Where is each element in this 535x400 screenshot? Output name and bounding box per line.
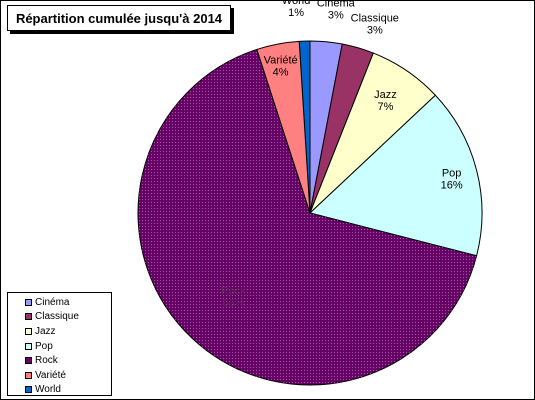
legend-label-rock: Rock <box>35 355 58 367</box>
slice-name-label-world: World <box>282 0 311 7</box>
slice-name-label-pop: Pop <box>442 168 462 180</box>
legend-label-cinema: Cinéma <box>35 296 70 308</box>
slice-value-label-classique: 3% <box>367 24 383 36</box>
legend-item-world: World <box>25 383 111 398</box>
legend-swatch-jazz <box>25 327 32 335</box>
slice-value-label-rock: 66% <box>222 297 244 309</box>
slice-name-label-variete: Variété <box>264 54 298 66</box>
legend-label-world: World <box>35 384 61 396</box>
slice-name-label-classique: Classique <box>351 12 399 24</box>
slice-value-label-jazz: 7% <box>377 101 393 113</box>
slice-value-label-cinema: 3% <box>328 10 344 22</box>
legend-swatch-cinema <box>25 298 32 306</box>
legend-label-jazz: Jazz <box>35 325 56 337</box>
slice-value-label-pop: 16% <box>441 180 463 192</box>
chart-title-box: Répartition cumulée jusqu'à 2014 <box>7 5 231 31</box>
legend-swatch-rock <box>25 357 32 365</box>
legend-item-cinema: Cinéma <box>25 295 111 310</box>
legend-item-rock: Rock <box>25 353 111 368</box>
legend-label-variete: Variété <box>35 369 66 381</box>
chart-title: Répartition cumulée jusqu'à 2014 <box>15 10 223 26</box>
legend-label-pop: Pop <box>35 340 53 352</box>
legend-swatch-world <box>25 386 32 394</box>
legend-item-classique: Classique <box>25 310 111 325</box>
slice-name-label-rock: Rock <box>221 285 247 297</box>
legend-label-classique: Classique <box>35 311 79 323</box>
legend-item-jazz: Jazz <box>25 324 111 339</box>
slice-value-label-world: 1% <box>288 7 304 19</box>
legend-item-variete: Variété <box>25 368 111 383</box>
legend-item-pop: Pop <box>25 339 111 354</box>
slice-name-label-cinema: Cinéma <box>317 0 356 10</box>
slice-name-label-jazz: Jazz <box>374 89 397 101</box>
legend-swatch-classique <box>25 313 32 321</box>
pie-slice-pop <box>308 94 483 257</box>
slice-value-label-variete: 4% <box>273 66 289 78</box>
legend: Cinéma Classique Jazz Pop Rock Variété W… <box>7 292 112 396</box>
pie-slice-texture <box>137 49 477 386</box>
legend-swatch-variete <box>25 371 32 379</box>
pie-slice-variete <box>256 40 311 214</box>
legend-swatch-pop <box>25 342 32 350</box>
